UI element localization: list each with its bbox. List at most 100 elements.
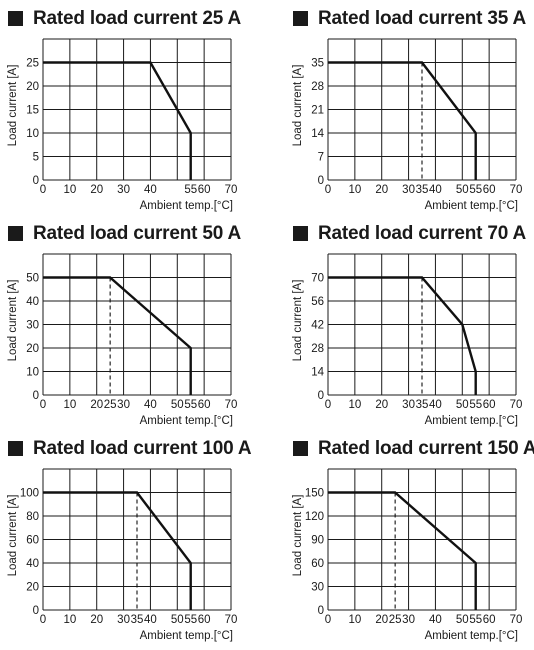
x-tick-label: 30 <box>402 614 415 626</box>
x-tick-label: 50 <box>171 614 184 626</box>
y-axis-label: Load current [A] <box>292 495 304 577</box>
chart-panel-25a: Rated load current 25 A 0 5 10 15 20 25 0 10 20 3… <box>7 6 268 216</box>
x-tick-label: 50 <box>456 399 469 411</box>
y-axis-label: Load current [A] <box>7 280 19 362</box>
y-tick-label: 30 <box>26 320 39 332</box>
x-axis-label: Ambient temp.[°C] <box>425 630 518 642</box>
y-tick-label: 7 <box>318 152 324 164</box>
x-tick-label: 60 <box>198 184 211 196</box>
chart-title: Rated load current 70 A <box>318 223 526 244</box>
x-tick-label: 10 <box>348 184 361 196</box>
chart-panel-50a: Rated load current 50 A 0 10 20 30 40 50 0 10 20… <box>7 221 268 431</box>
x-tick-label: 0 <box>325 184 331 196</box>
y-tick-label: 21 <box>311 105 324 117</box>
x-tick-label: 35 <box>416 184 429 196</box>
x-axis-label: Ambient temp.[°C] <box>140 415 233 427</box>
y-tick-label: 35 <box>311 58 324 70</box>
y-tick-label: 0 <box>33 390 39 402</box>
y-tick-label: 20 <box>26 343 39 355</box>
y-tick-label: 60 <box>311 558 324 570</box>
chart-panel-150a: Rated load current 150 A 0 30 60 90 120 150 0 1… <box>292 436 534 646</box>
chart-title: Rated load current 150 A <box>318 438 534 459</box>
x-tick-label: 30 <box>117 184 130 196</box>
chart-panel-35a: Rated load current 35 A 0 7 14 21 28 35 0 10 20 3… <box>292 6 534 216</box>
y-tick-label: 60 <box>26 535 39 547</box>
x-tick-label: 70 <box>225 399 238 411</box>
x-tick-label: 50 <box>456 614 469 626</box>
x-tick-label: 60 <box>198 399 211 411</box>
x-tick-label: 50 <box>171 399 184 411</box>
x-tick-label: 40 <box>429 614 442 626</box>
y-axis-label: Load current [A] <box>292 280 304 362</box>
y-tick-label: 10 <box>26 367 39 379</box>
y-tick-label: 50 <box>26 273 39 285</box>
y-tick-label: 30 <box>311 582 324 594</box>
x-axis-label: Ambient temp.[°C] <box>425 200 518 212</box>
y-tick-label: 28 <box>311 343 324 355</box>
chart-title: Rated load current 50 A <box>33 223 241 244</box>
x-tick-label: 40 <box>144 614 157 626</box>
x-tick-label: 55 <box>469 614 482 626</box>
x-tick-label: 20 <box>90 614 103 626</box>
x-tick-label: 60 <box>483 614 496 626</box>
x-tick-label: 70 <box>510 184 523 196</box>
x-tick-label: 40 <box>429 184 442 196</box>
x-tick-label: 55 <box>469 184 482 196</box>
x-tick-label: 40 <box>144 399 157 411</box>
x-tick-label: 60 <box>483 184 496 196</box>
x-axis-label: Ambient temp.[°C] <box>140 200 233 212</box>
x-axis-label: Ambient temp.[°C] <box>425 415 518 427</box>
x-tick-label: 55 <box>184 614 197 626</box>
y-tick-label: 14 <box>311 128 324 140</box>
x-tick-label: 30 <box>117 399 130 411</box>
x-tick-label: 35 <box>416 399 429 411</box>
title-square-bullet <box>8 226 23 241</box>
y-axis-label: Load current [A] <box>7 495 19 577</box>
title-square-bullet <box>293 226 308 241</box>
x-tick-label: 70 <box>225 184 238 196</box>
y-tick-label: 90 <box>311 535 324 547</box>
x-tick-label: 10 <box>63 184 76 196</box>
x-tick-label: 10 <box>348 614 361 626</box>
y-axis-label: Load current [A] <box>292 65 304 147</box>
x-tick-label: 0 <box>40 184 46 196</box>
x-tick-label: 40 <box>429 399 442 411</box>
x-tick-label: 25 <box>389 614 402 626</box>
y-tick-label: 28 <box>311 81 324 93</box>
x-tick-label: 30 <box>117 614 130 626</box>
x-tick-label: 20 <box>375 184 388 196</box>
y-tick-label: 15 <box>26 105 39 117</box>
chart-title: Rated load current 35 A <box>318 8 526 29</box>
title-square-bullet <box>293 441 308 456</box>
derating-curve-line <box>328 491 477 610</box>
x-tick-label: 10 <box>63 399 76 411</box>
y-tick-label: 40 <box>26 296 39 308</box>
x-tick-label: 50 <box>456 184 469 196</box>
x-tick-label: 70 <box>225 614 238 626</box>
x-tick-label: 40 <box>144 184 157 196</box>
derating-curve-line <box>43 61 192 180</box>
y-tick-label: 0 <box>33 605 39 617</box>
y-tick-label: 25 <box>26 58 39 70</box>
y-tick-label: 10 <box>26 128 39 140</box>
y-tick-label: 42 <box>311 320 324 332</box>
x-tick-label: 10 <box>348 399 361 411</box>
x-tick-label: 20 <box>90 184 103 196</box>
y-tick-label: 56 <box>311 296 324 308</box>
derating-chart-70a: 0 14 28 42 56 70 0 10 20 30 35 40 50 55 60 70 Ambient te… <box>292 253 522 427</box>
x-tick-label: 55 <box>184 184 197 196</box>
derating-curve-line <box>43 276 192 395</box>
x-tick-label: 55 <box>469 399 482 411</box>
title-square-bullet <box>8 441 23 456</box>
y-tick-label: 0 <box>318 605 324 617</box>
title-square-bullet <box>293 11 308 26</box>
y-tick-label: 0 <box>33 175 39 187</box>
x-tick-label: 0 <box>325 399 331 411</box>
x-tick-label: 25 <box>104 399 117 411</box>
x-tick-label: 30 <box>402 399 415 411</box>
y-tick-label: 20 <box>26 81 39 93</box>
x-tick-label: 0 <box>325 614 331 626</box>
